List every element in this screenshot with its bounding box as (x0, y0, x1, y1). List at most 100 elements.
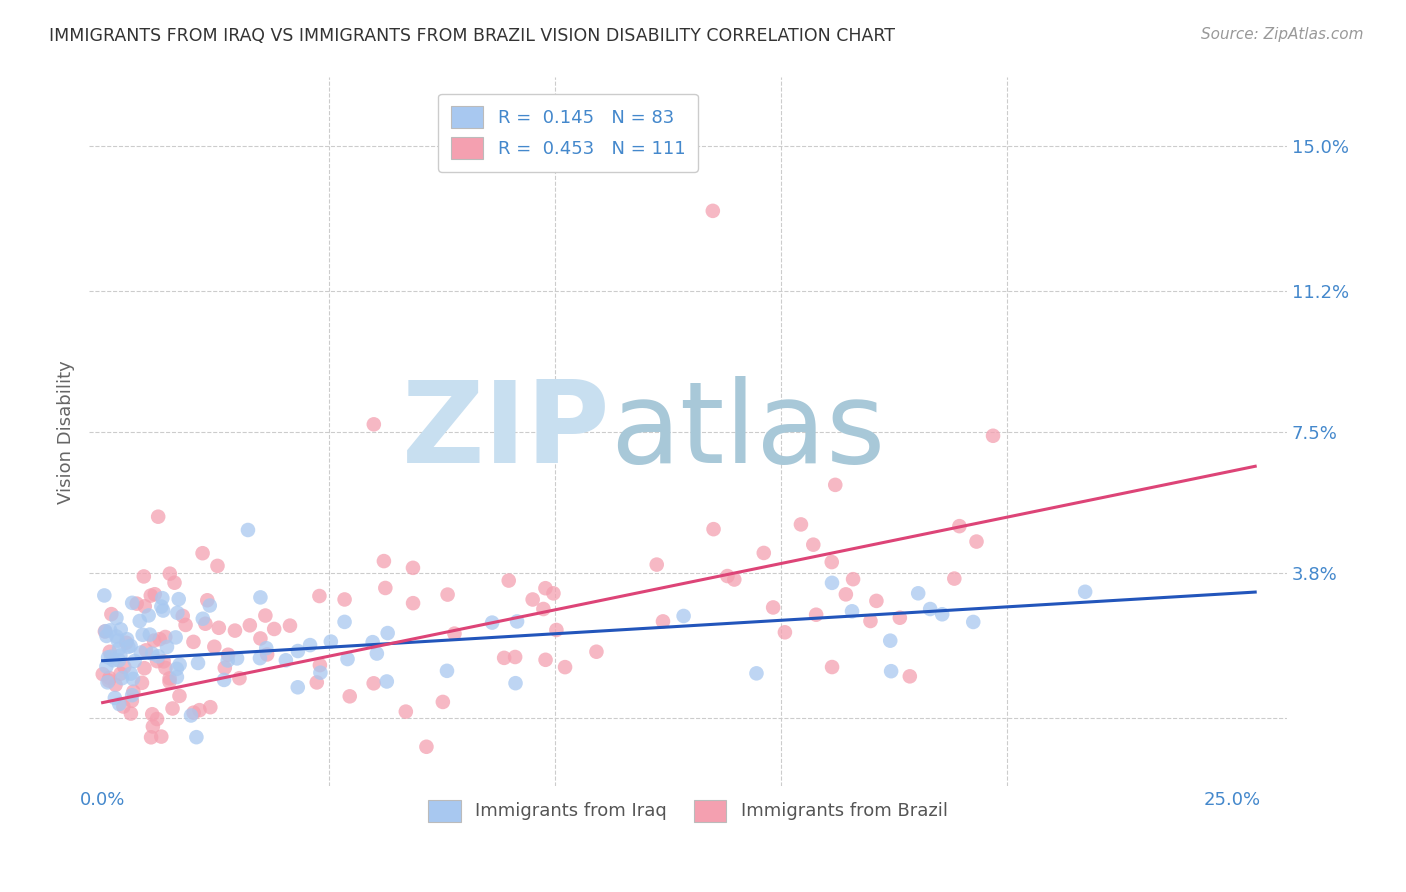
Point (373, 554, 395, 568)
Point (859, 614, 882, 628)
Point (395, 705, 418, 719)
Text: ZIP: ZIP (402, 376, 610, 487)
Point (436, 664, 458, 678)
Point (159, 672, 181, 686)
Point (98, 624, 121, 638)
Point (920, 602, 942, 616)
Point (672, 609, 695, 624)
Point (135, 643, 157, 657)
Point (865, 594, 887, 608)
Point (981, 429, 1004, 443)
Point (91, 667, 114, 681)
Point (402, 596, 425, 610)
Point (122, 672, 145, 686)
Point (162, 701, 184, 715)
Point (172, 609, 194, 624)
Point (195, 593, 218, 607)
Point (183, 706, 205, 720)
Point (319, 634, 342, 648)
Point (180, 708, 202, 723)
Point (336, 652, 359, 666)
Point (299, 638, 322, 652)
Point (333, 592, 356, 607)
Point (155, 661, 177, 675)
Point (821, 555, 844, 569)
Point (931, 607, 953, 622)
Point (554, 660, 576, 674)
Point (543, 586, 565, 600)
Point (129, 646, 152, 660)
Point (374, 581, 396, 595)
Point (415, 739, 437, 754)
Point (120, 639, 142, 653)
Point (531, 602, 554, 616)
Point (503, 650, 526, 665)
Point (804, 607, 827, 622)
Point (363, 417, 385, 432)
Point (131, 675, 153, 690)
Point (156, 640, 179, 654)
Point (100, 607, 122, 621)
Point (966, 534, 988, 549)
Text: atlas: atlas (610, 376, 886, 487)
Point (159, 566, 181, 581)
Point (105, 630, 128, 644)
Y-axis label: Vision Disability: Vision Disability (58, 360, 75, 504)
Point (166, 670, 188, 684)
Point (146, 712, 169, 726)
Point (186, 730, 208, 744)
Point (287, 680, 309, 694)
Point (773, 625, 796, 640)
Point (149, 632, 172, 647)
Point (159, 674, 181, 689)
Point (824, 478, 846, 492)
Point (506, 615, 529, 629)
Point (534, 653, 557, 667)
Point (150, 599, 173, 614)
Point (1074, 584, 1097, 599)
Point (141, 707, 163, 722)
Point (148, 509, 170, 524)
Point (254, 608, 277, 623)
Point (207, 558, 229, 573)
Point (104, 690, 127, 705)
Point (879, 633, 901, 648)
Point (436, 588, 458, 602)
Point (790, 517, 813, 532)
Point (333, 615, 356, 629)
Point (139, 589, 162, 603)
Point (165, 631, 187, 645)
Point (278, 618, 301, 632)
Point (716, 569, 738, 583)
Point (745, 666, 768, 681)
Point (110, 623, 132, 637)
Point (274, 653, 297, 667)
Point (108, 653, 131, 667)
Point (522, 592, 544, 607)
Point (105, 611, 128, 625)
Point (200, 700, 222, 714)
Point (339, 690, 361, 704)
Point (150, 730, 173, 744)
Point (505, 676, 527, 690)
Point (194, 616, 217, 631)
Point (191, 546, 214, 560)
Point (120, 706, 142, 721)
Point (481, 615, 503, 630)
Point (256, 648, 278, 662)
Point (152, 654, 174, 668)
Point (494, 651, 516, 665)
Point (702, 203, 724, 218)
Point (167, 592, 190, 607)
Point (889, 611, 911, 625)
Point (143, 587, 166, 601)
Point (377, 626, 399, 640)
Point (546, 623, 568, 637)
Point (128, 614, 150, 628)
Point (121, 694, 143, 708)
Point (112, 699, 135, 714)
Point (111, 671, 134, 685)
Point (585, 645, 607, 659)
Point (907, 586, 929, 600)
Point (308, 589, 330, 603)
